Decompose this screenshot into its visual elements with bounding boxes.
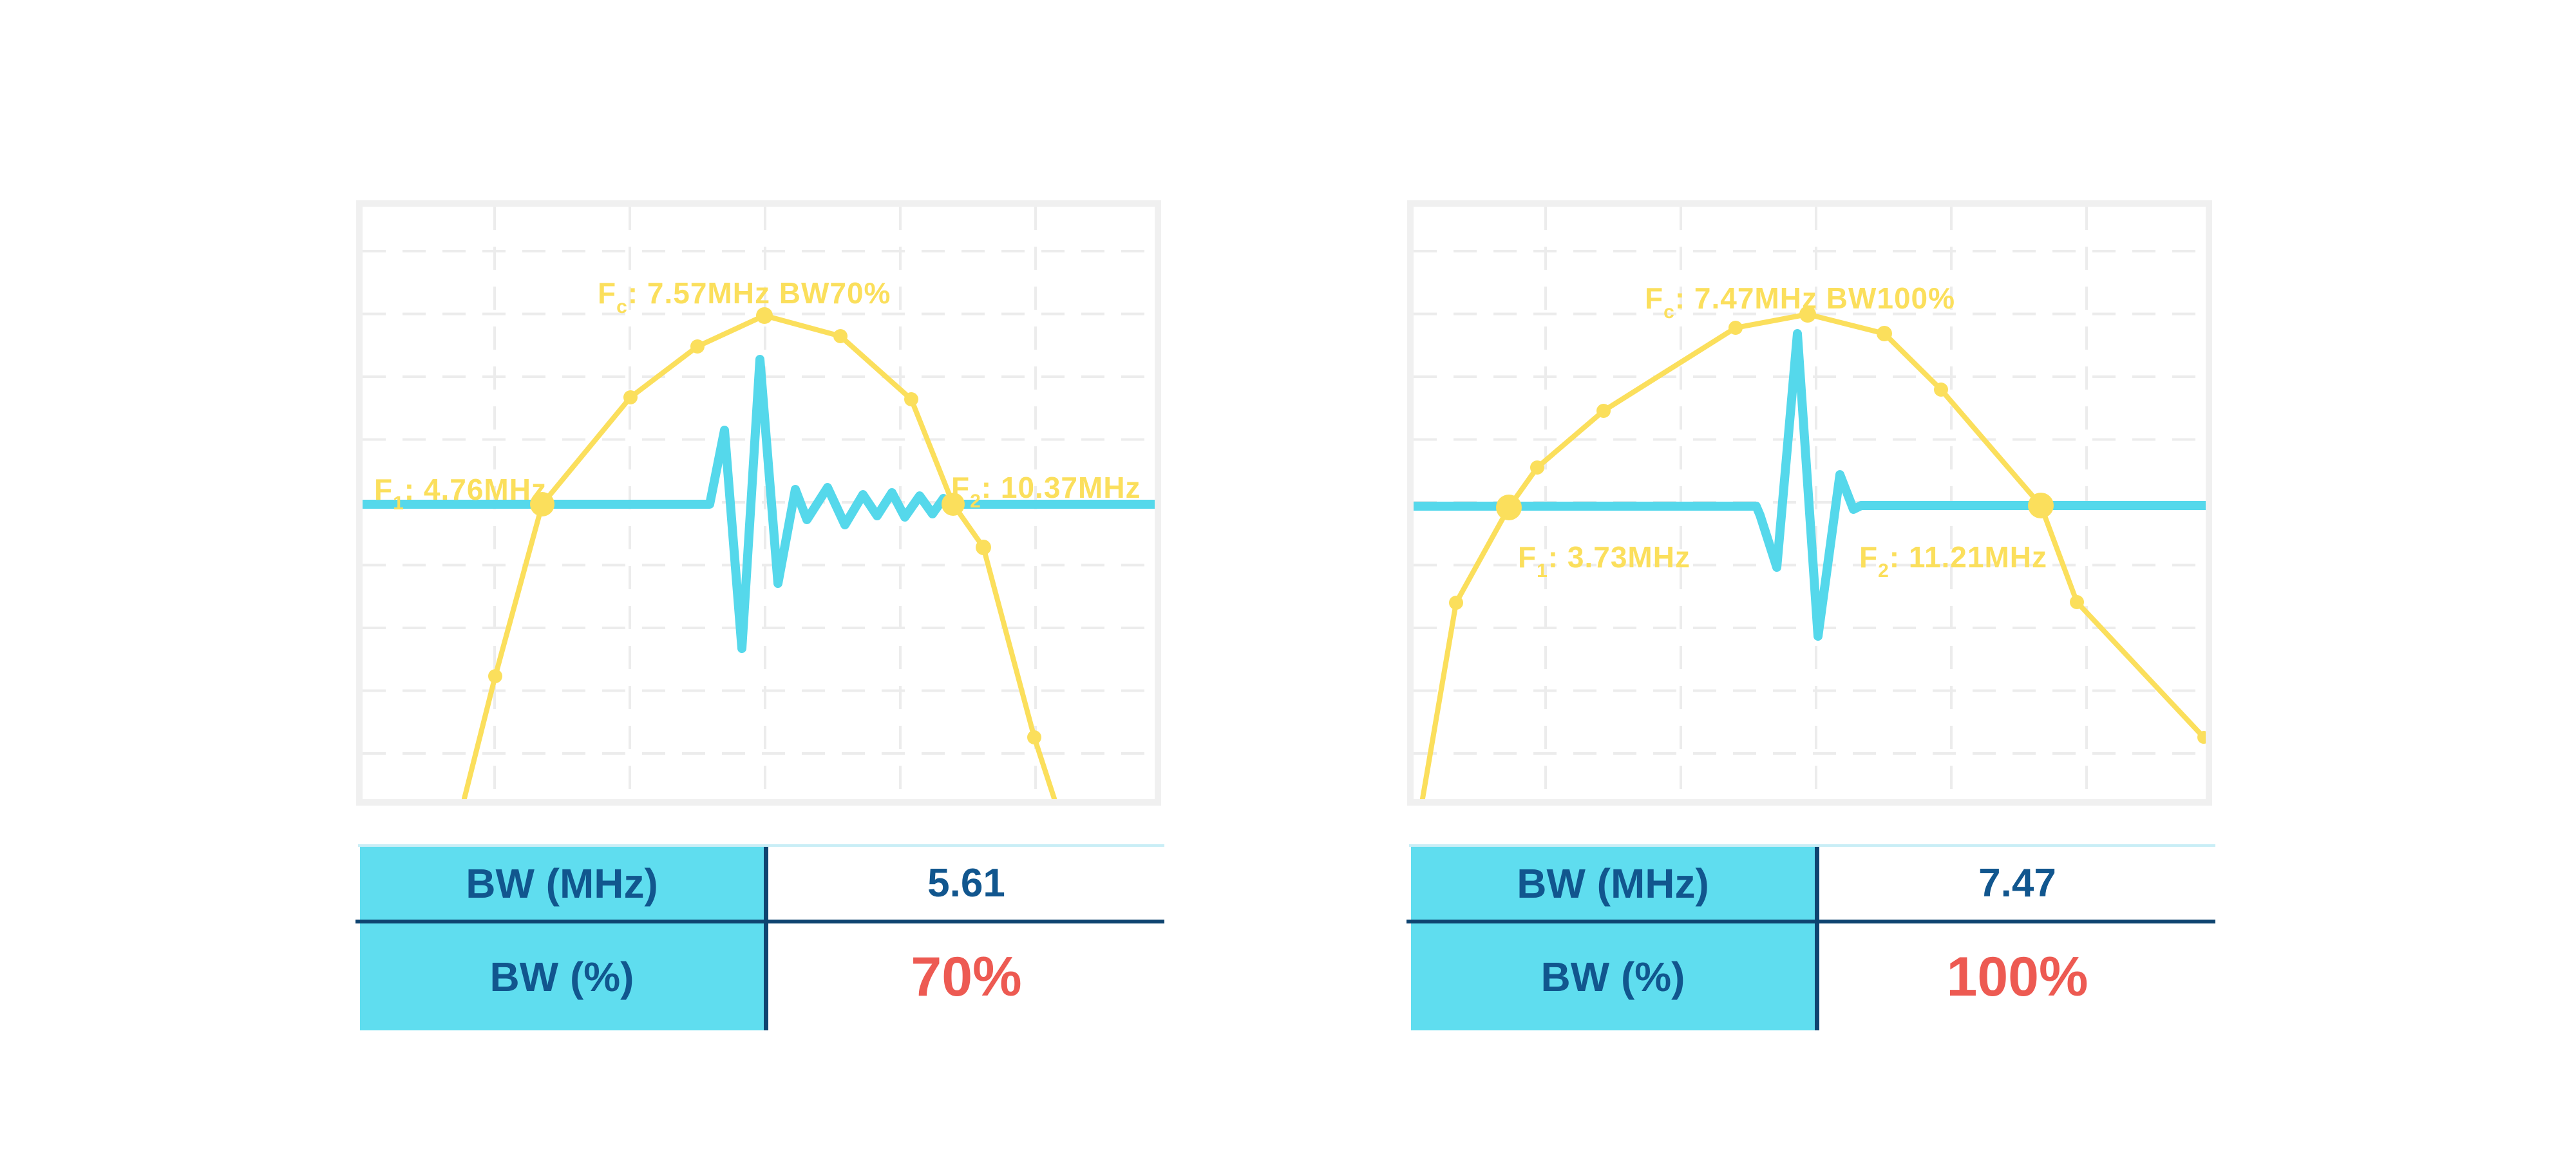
chart-bw70-panel: Fc: 7.57MHz BW70% F1: 4.76MHz F2: 10.37MHz [356,200,1161,806]
fc-annotation: Fc: 7.57MHz BW70% [598,276,891,317]
chart-bw70: Fc: 7.57MHz BW70% F1: 4.76MHz F2: 10.37MHz [363,207,1155,799]
f2-annotation: F2: 10.37MHz [951,471,1141,512]
data-point-marker [1728,321,1743,335]
spectrum-curve [462,313,1057,799]
pulse-waveform [1414,329,2206,641]
table-value-cell: 100% [1819,923,2215,1030]
data-point-marker [1877,326,1892,341]
table-row-divider [355,920,1164,923]
data-point-marker [2028,493,2054,518]
data-point-marker [1449,596,1463,610]
data-point-marker [2197,731,2206,744]
data-point-marker [1496,495,1522,520]
bw-mhz-value: 7.47 [1978,861,2056,905]
table-top-border [1409,844,2215,847]
bw-pct-value: 70% [911,945,1022,1008]
chart-bw100-panel: Fc: 7.47MHz BW100% F1: 3.73MHz F2: 11.21MH… [1407,200,2212,806]
table-top-border [358,844,1164,847]
data-point-marker [690,339,705,354]
data-point-marker [1027,730,1041,744]
chart-bw100: Fc: 7.47MHz BW100% F1: 3.73MHz F2: 11.21MH… [1414,207,2206,799]
data-point-marker [488,669,502,683]
data-point-marker [1596,404,1611,418]
table-row-divider [1406,920,2215,923]
data-point-marker [623,390,638,404]
bw-pct-value: 100% [1946,945,2088,1008]
data-point-marker [756,307,773,324]
bw-mhz-value: 5.61 [927,861,1005,905]
data-point-marker [942,493,965,516]
table-row-label: BW (%) [360,923,764,1030]
table-row-label: BW (%) [1411,923,1815,1030]
data-point-marker [833,329,848,343]
table-value-cell: 5.61 [768,847,1164,920]
table-column-divider [1815,847,1819,1030]
data-point-marker [530,492,554,516]
table-row-label: BW (MHz) [1411,847,1815,920]
pulse-waveform [363,355,1155,653]
spectrum-curve [1420,312,2206,799]
table-value-cell: 70% [768,923,1164,1030]
bw-table-right: BW (MHz) BW (%) 7.47 100% [1406,844,2215,1033]
data-point-marker [1934,383,1948,397]
f2-annotation: F2: 11.21MHz [1859,540,2047,582]
data-point-marker [904,392,918,406]
data-point-marker [2070,595,2084,609]
f1-annotation: F1: 4.76MHz [374,473,547,514]
fc-annotation: Fc: 7.47MHz BW100% [1645,281,1955,323]
table-column-divider [764,847,768,1030]
data-point-marker [1530,460,1544,475]
table-row-label: BW (MHz) [360,847,764,920]
data-point-marker [1799,306,1816,323]
table-value-cell: 7.47 [1819,847,2215,920]
f1-annotation: F1: 3.73MHz [1518,540,1690,582]
data-point-marker [976,540,991,555]
bw-table-left: BW (MHz) BW (%) 5.61 70% [355,844,1164,1033]
